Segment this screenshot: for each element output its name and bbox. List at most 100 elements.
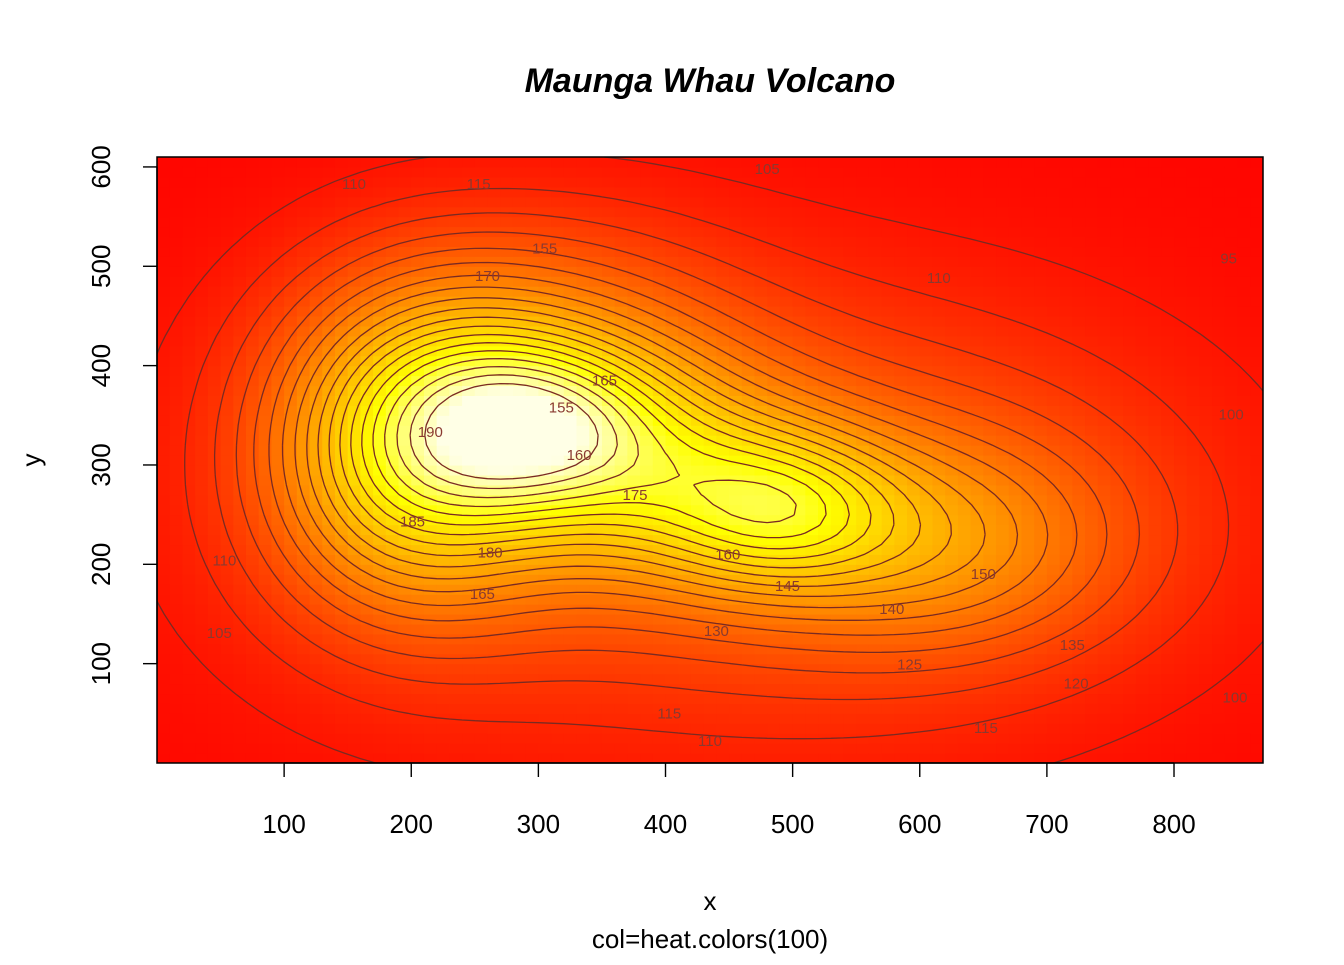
heat-cell xyxy=(258,345,273,357)
heat-cell xyxy=(919,554,934,565)
heat-cell xyxy=(792,604,806,615)
heat-cell xyxy=(284,286,298,297)
heat-cell xyxy=(1021,355,1035,367)
heat-cell xyxy=(360,613,374,625)
heat-cell xyxy=(309,236,323,248)
heat-cell xyxy=(1097,236,1112,248)
heat-cell xyxy=(284,216,298,228)
heat-cell xyxy=(182,306,196,317)
heat-cell xyxy=(169,703,184,714)
heat-cell xyxy=(512,723,527,734)
heat-cell xyxy=(779,355,794,367)
heat-cell xyxy=(411,385,425,397)
heat-cell xyxy=(1059,365,1073,377)
heat-cell xyxy=(284,355,298,367)
heat-cell xyxy=(1059,226,1073,238)
heat-cell xyxy=(449,415,463,426)
heat-cell xyxy=(423,653,438,665)
heat-cell xyxy=(385,703,400,714)
heat-cell xyxy=(741,604,756,615)
heat-cell xyxy=(1085,266,1099,277)
heat-cell xyxy=(1110,753,1124,763)
heat-cell xyxy=(462,385,476,397)
heat-cell xyxy=(907,494,921,506)
heat-cell xyxy=(894,315,908,327)
heat-cell xyxy=(996,663,1010,675)
heat-cell xyxy=(258,425,273,436)
heat-cell xyxy=(932,733,946,744)
heat-cell xyxy=(665,604,679,615)
heat-cell xyxy=(1021,335,1035,347)
heat-cell xyxy=(868,256,883,267)
heat-cell xyxy=(1148,544,1162,555)
heat-cell xyxy=(500,186,514,198)
heat-cell xyxy=(640,385,654,397)
heat-cell xyxy=(525,345,539,357)
heat-cell xyxy=(779,166,794,178)
heat-cell xyxy=(563,633,578,645)
heat-cell xyxy=(907,186,921,198)
heat-cell xyxy=(792,474,806,486)
heat-cell xyxy=(983,256,997,267)
heat-cell xyxy=(271,365,285,377)
heat-cell xyxy=(792,206,806,218)
heat-cell xyxy=(932,494,946,506)
heat-cell xyxy=(512,455,527,466)
heat-cell xyxy=(945,693,959,704)
heat-cell xyxy=(1097,653,1112,665)
heat-cell xyxy=(665,355,679,367)
heat-cell xyxy=(500,464,514,476)
heat-cell xyxy=(894,206,908,218)
heat-cell xyxy=(233,306,247,317)
heat-cell xyxy=(487,355,501,367)
heat-cell xyxy=(805,226,819,238)
heat-cell xyxy=(652,355,667,367)
heat-cell xyxy=(614,753,628,763)
heat-cell xyxy=(322,504,336,516)
heat-cell xyxy=(462,196,476,208)
heat-cell xyxy=(1174,753,1188,763)
heat-cell xyxy=(1046,196,1061,208)
heat-cell xyxy=(398,375,412,387)
heat-cell xyxy=(449,276,463,287)
heat-cell xyxy=(1148,435,1162,446)
heat-cell xyxy=(792,564,806,575)
heat-cell xyxy=(462,733,476,744)
heat-cell xyxy=(1046,355,1061,367)
heat-cell xyxy=(423,425,438,436)
heat-cell xyxy=(512,296,527,307)
heat-cell xyxy=(309,703,323,714)
heat-cell xyxy=(919,455,934,466)
heat-cell xyxy=(1110,445,1124,456)
heat-cell xyxy=(512,166,527,178)
heat-cell xyxy=(1148,753,1162,763)
heat-cell xyxy=(436,425,450,436)
heat-cell xyxy=(271,246,285,257)
heat-cell xyxy=(1148,206,1162,218)
heat-cell xyxy=(830,306,845,317)
heat-cell xyxy=(1021,544,1035,555)
heat-cell xyxy=(449,613,463,625)
heat-cell xyxy=(474,514,489,526)
heat-cell xyxy=(741,266,756,277)
heat-cell xyxy=(296,176,311,188)
heat-cell xyxy=(474,713,489,724)
heat-cell xyxy=(894,196,908,208)
heat-cell xyxy=(818,574,832,585)
heat-cell xyxy=(245,753,260,763)
heat-cell xyxy=(157,464,171,476)
heat-cell xyxy=(716,365,730,377)
heat-cell xyxy=(601,157,616,168)
heat-cell xyxy=(373,226,387,238)
heat-cell xyxy=(716,375,730,387)
heat-cell xyxy=(1085,186,1099,198)
heat-cell xyxy=(1085,504,1099,516)
heat-cell xyxy=(614,514,628,526)
heat-cell xyxy=(843,226,857,238)
heat-cell xyxy=(1174,405,1188,416)
heat-cell xyxy=(754,355,768,367)
heat-cell xyxy=(1097,584,1112,595)
heat-cell xyxy=(309,613,323,625)
heat-cell xyxy=(334,385,349,397)
heat-cell xyxy=(1034,464,1048,476)
